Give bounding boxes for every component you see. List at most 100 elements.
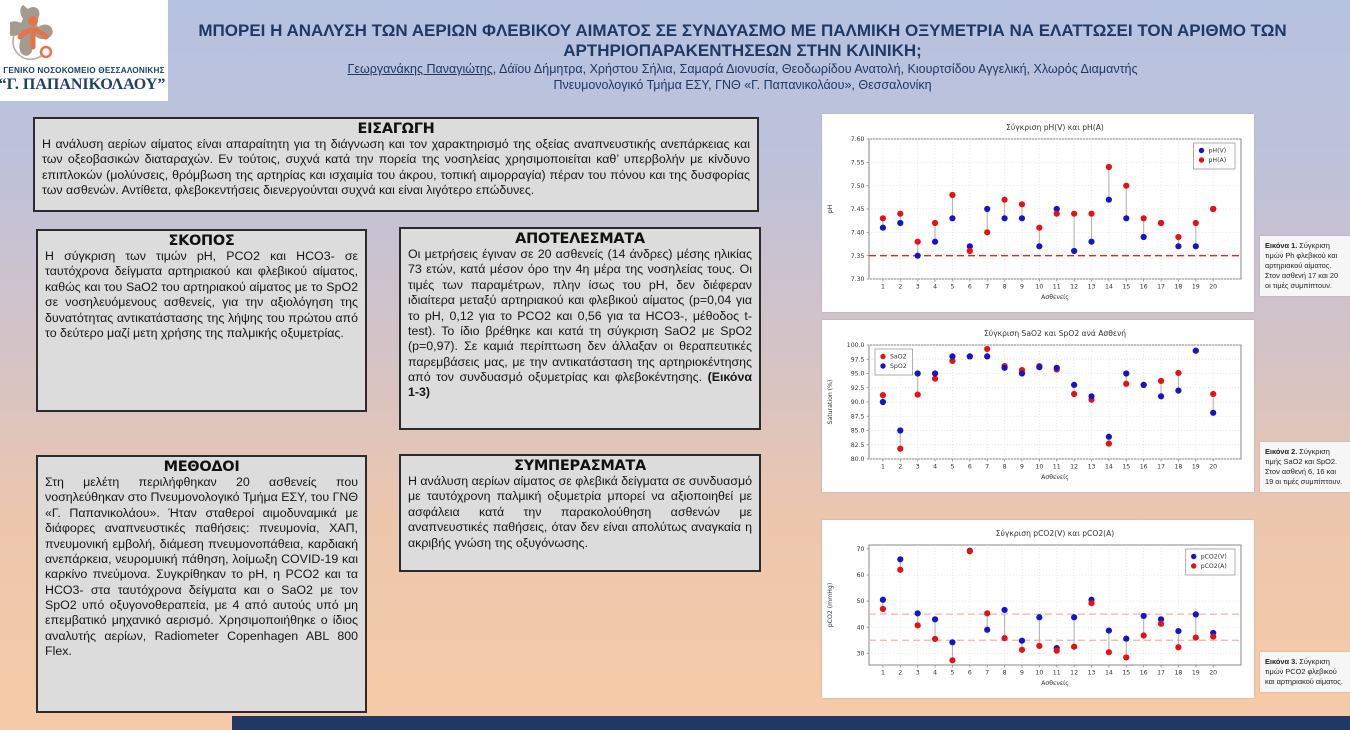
svg-text:1: 1: [881, 464, 885, 471]
svg-text:Σύγκριση pCO2(V) και pCO2(A): Σύγκριση pCO2(V) και pCO2(A): [996, 529, 1115, 538]
svg-text:13: 13: [1088, 670, 1096, 677]
figure3-caption-text: Σύγκριση τιμών PCO2 φλεβικού και αρτηρια…: [1265, 657, 1343, 686]
svg-text:6: 6: [968, 464, 972, 471]
svg-text:2: 2: [898, 464, 902, 471]
svg-text:15: 15: [1122, 464, 1130, 471]
svg-text:14: 14: [1105, 464, 1113, 471]
svg-text:pH(A): pH(A): [1209, 157, 1227, 164]
svg-text:20: 20: [1209, 464, 1217, 471]
section-introduction: ΕΙΣΑΓΩΓΗ Η ανάλυση αερίων αίματος είναι …: [33, 117, 759, 212]
svg-text:7.50: 7.50: [851, 183, 865, 190]
svg-text:4: 4: [933, 284, 937, 291]
svg-text:2: 2: [898, 670, 902, 677]
svg-text:92.5: 92.5: [851, 385, 865, 392]
svg-text:50: 50: [857, 598, 865, 605]
svg-text:16: 16: [1140, 464, 1148, 471]
svg-text:82.5: 82.5: [851, 442, 865, 449]
section-results-text: Οι μετρήσεις έγιναν σε 20 ασθενείς (14 ά…: [408, 247, 752, 384]
section-results-body: Οι μετρήσεις έγιναν σε 20 ασθενείς (14 ά…: [408, 247, 752, 401]
svg-text:16: 16: [1140, 670, 1148, 677]
section-methods-title: ΜΕΘΟΔΟΙ: [163, 459, 240, 475]
svg-text:7.55: 7.55: [851, 159, 865, 166]
hospital-logo-icon: [10, 5, 53, 61]
svg-text:Ασθενείς: Ασθενείς: [1041, 473, 1069, 481]
svg-text:6: 6: [968, 284, 972, 291]
section-conclusions-title: ΣΥΜΠΕΡΑΣΜΑΤΑ: [514, 458, 646, 474]
svg-text:7.30: 7.30: [851, 276, 865, 283]
svg-text:95.0: 95.0: [851, 371, 865, 378]
svg-text:30: 30: [857, 650, 865, 657]
svg-text:3: 3: [916, 464, 920, 471]
svg-text:14: 14: [1105, 284, 1113, 291]
svg-text:18: 18: [1174, 464, 1182, 471]
authors-line: Γεωργανάκης Παναγιώτης, Δάϊου Δήμητρα, Χ…: [185, 62, 1300, 76]
section-introduction-title: ΕΙΣΑΓΩΓΗ: [357, 121, 435, 137]
svg-text:16: 16: [1140, 284, 1148, 291]
svg-text:8: 8: [1003, 670, 1007, 677]
svg-text:5: 5: [950, 670, 954, 677]
svg-text:pH(V): pH(V): [1209, 148, 1227, 155]
svg-text:5: 5: [950, 284, 954, 291]
svg-text:Saturation (%): Saturation (%): [827, 380, 834, 425]
svg-text:pCO2 (mmHg): pCO2 (mmHg): [827, 583, 834, 628]
section-methods: ΜΕΘΟΔΟΙ Στη μελέτη περιλήφθηκαν 20 ασθεν…: [36, 455, 367, 713]
section-conclusions: ΣΥΜΠΕΡΑΣΜΑΤΑ Η ανάλυση αερίων αίματος σε…: [399, 454, 761, 572]
svg-text:7: 7: [985, 284, 989, 291]
svg-text:Ασθενείς: Ασθενείς: [1041, 679, 1069, 687]
hospital-name-papanikolaou: “Γ. ΠΑΠΑΝΙΚΟΛΑΟΥ”: [0, 76, 166, 93]
svg-text:SaO2: SaO2: [890, 354, 907, 361]
svg-text:18: 18: [1174, 284, 1182, 291]
svg-text:17: 17: [1157, 670, 1165, 677]
svg-text:pCO2(V): pCO2(V): [1201, 554, 1227, 561]
svg-text:8: 8: [1003, 464, 1007, 471]
chart-ph-comparison: 1 2 3 4 5 6 7 8 9 10 11 12 13 14 15 16 17 18 19 20 7.30 7.35 7…: [822, 114, 1254, 312]
footer-bar: [232, 716, 1350, 730]
hospital-logo: ΓΕΝΙΚΟ ΝΟΣΟΚΟΜΕΙΟ ΘΕΣΣΑΛΟΝΙΚΗΣ “Γ. ΠΑΠΑΝ…: [0, 0, 168, 101]
svg-text:97.5: 97.5: [851, 356, 865, 363]
svg-text:100.0: 100.0: [847, 342, 865, 349]
svg-text:3: 3: [916, 284, 920, 291]
svg-text:19: 19: [1192, 670, 1200, 677]
figure2-caption-text: Σύγκριση τιμής SaO2 και SpO2. Στον ασθεν…: [1265, 447, 1343, 486]
svg-text:13: 13: [1088, 464, 1096, 471]
svg-text:2: 2: [898, 284, 902, 291]
svg-text:11: 11: [1053, 284, 1061, 291]
svg-text:10: 10: [1035, 670, 1043, 677]
svg-text:1: 1: [881, 284, 885, 291]
svg-text:Σύγκριση pH(V) και pH(A): Σύγκριση pH(V) και pH(A): [1006, 123, 1104, 132]
section-results-figure-ref: (Εικόνα 1-3): [408, 370, 752, 400]
section-results: ΑΠΟΤΕΛΕΣΜΑΤΑ Οι μετρήσεις έγιναν σε 20 α…: [399, 227, 761, 430]
figure1-caption: Εικόνα 1. Σύγκριση τιμών Ph φλεβικού και…: [1260, 236, 1350, 296]
svg-text:12: 12: [1070, 464, 1078, 471]
title-line-2: ΑΡΤΗΡΙΟΠΑΡΑΚΕΝΤΗΣΕΩΝ ΣΤΗΝ ΚΛΙΝΙΚΗ;: [563, 41, 922, 61]
section-methods-body: Στη μελέτη περιλήφθηκαν 20 ασθενείς που …: [45, 475, 358, 659]
svg-text:7.60: 7.60: [851, 136, 865, 143]
svg-text:pCO2(A): pCO2(A): [1201, 563, 1227, 570]
svg-text:11: 11: [1053, 670, 1061, 677]
svg-text:7.35: 7.35: [851, 253, 865, 260]
svg-text:1: 1: [881, 670, 885, 677]
svg-text:5: 5: [950, 464, 954, 471]
svg-text:9: 9: [1020, 284, 1024, 291]
section-purpose-title: ΣΚΟΠΟΣ: [168, 233, 235, 249]
svg-text:Ασθενείς: Ασθενείς: [1041, 293, 1069, 301]
svg-text:19: 19: [1192, 284, 1200, 291]
first-author: Γεωργανάκης Παναγιώτης: [347, 62, 493, 76]
svg-text:7.40: 7.40: [851, 229, 865, 236]
svg-text:20: 20: [1209, 670, 1217, 677]
chart-pco2-comparison: 1 2 3 4 5 6 7 8 9 10 11 12 13 14 15 16 17 18 19 20 30 40 50 60 7…: [822, 520, 1254, 698]
svg-text:10: 10: [1035, 284, 1043, 291]
svg-text:70: 70: [857, 546, 865, 553]
hospital-name: ΓΕΝΙΚΟ ΝΟΣΟΚΟΜΕΙΟ ΘΕΣΣΑΛΟΝΙΚΗΣ: [3, 66, 165, 75]
section-conclusions-body: Η ανάλυση αερίων αίματος σε φλεβικά δείγ…: [408, 474, 753, 550]
svg-text:18: 18: [1174, 670, 1182, 677]
poster-title: ΜΠΟΡΕΙ Η ΑΝΑΛΥΣΗ ΤΩΝ ΑΕΡΙΩΝ ΦΛΕΒΙΚΟΥ ΑΙΜ…: [185, 21, 1300, 62]
figure3-caption: Εικόνα 3. Σύγκριση τιμών PCO2 φλεβικού κ…: [1260, 652, 1350, 692]
figure2-caption: Εικόνα 2. Σύγκριση τιμής SaO2 και SpO2. …: [1260, 442, 1350, 492]
affiliation-line: Πνευμονολογικό Τμήμα ΕΣΥ, ΓΝΘ «Γ. Παπανι…: [553, 78, 932, 92]
svg-text:7.45: 7.45: [851, 206, 865, 213]
svg-text:14: 14: [1105, 670, 1113, 677]
svg-text:SpO2: SpO2: [890, 363, 907, 370]
section-introduction-body: Η ανάλυση αερίων αίματος είναι απαραίτητ…: [42, 137, 750, 198]
